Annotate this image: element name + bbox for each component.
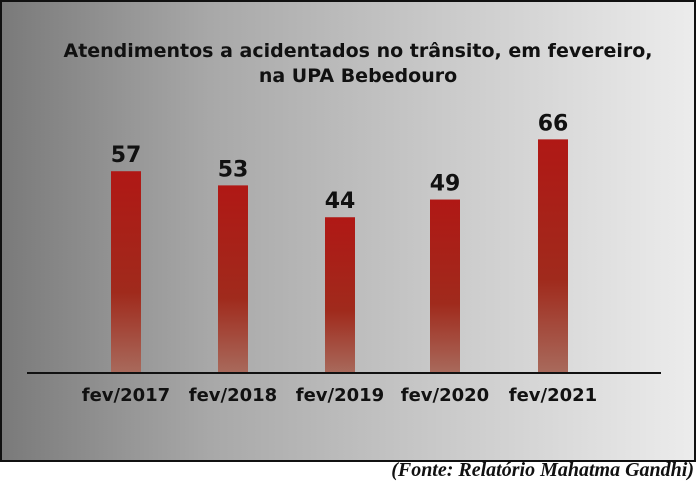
data-label: 57 — [111, 143, 142, 168]
data-label: 53 — [218, 157, 249, 182]
bar-fev-2019 — [325, 217, 355, 373]
chart-title: Atendimentos a acidentados no trânsito, … — [2, 39, 696, 89]
title-line-1: Atendimentos a acidentados no trânsito, … — [63, 40, 653, 62]
x-tick-label: fev/2018 — [189, 385, 277, 406]
x-tick-label: fev/2017 — [82, 385, 170, 406]
bar-fev-2021 — [538, 139, 568, 373]
source-note: (Fonte: Relatório Mahatma Gandhi) — [391, 459, 694, 481]
x-tick-label: fev/2019 — [296, 385, 384, 406]
data-label: 44 — [325, 189, 356, 214]
bar-fev-2020 — [430, 199, 460, 373]
x-tick-label: fev/2021 — [509, 385, 597, 406]
bar-chart: 57 fev/2017 53 fev/2018 44 fev/2019 49 fev/2020… — [27, 111, 661, 406]
bar-fev-2018 — [218, 185, 248, 373]
x-tick-label: fev/2020 — [401, 385, 489, 406]
bar-fev-2017 — [111, 171, 141, 373]
data-label: 49 — [430, 172, 461, 197]
data-label: 66 — [538, 111, 569, 136]
title-line-2: na UPA Bebedouro — [258, 65, 458, 87]
